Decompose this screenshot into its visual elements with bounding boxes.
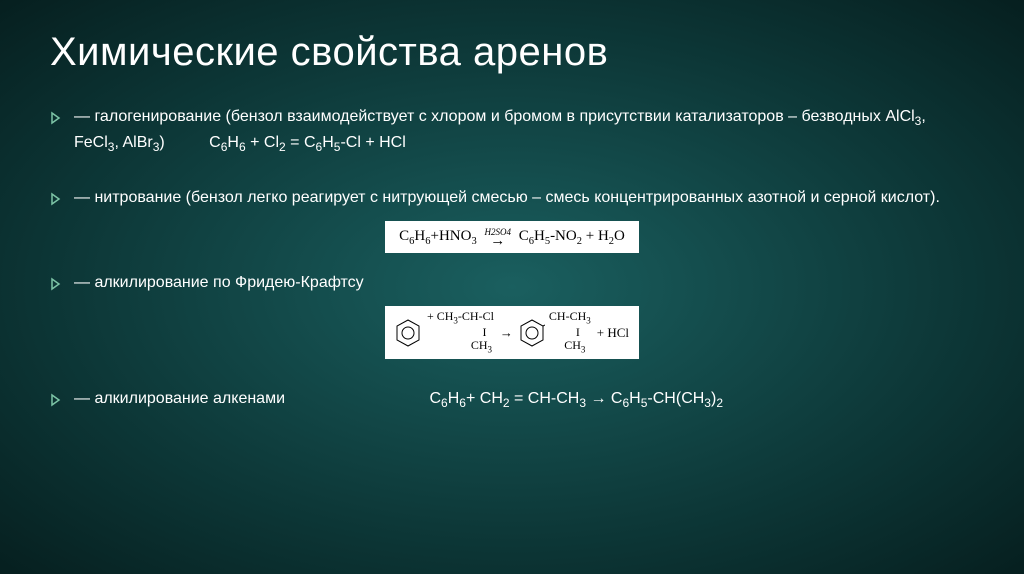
s: 2 — [279, 140, 286, 154]
friedel-crafts-equation-row: + CH3-CH-Cl I CH3 → CH-CH3 I CH3 + HCl — [50, 306, 974, 358]
halogenation-text: — галогенирование (бензол взаимодействуе… — [74, 105, 974, 156]
t: H — [414, 228, 425, 244]
t: C — [399, 228, 409, 244]
alkene-text: — алкилирование алкенами C6H6+ CH2 = CH-… — [74, 387, 974, 413]
t: -NO — [550, 228, 577, 244]
nitration-equation-box: C6H6+HNO3 H2SO4 → C6H5-NO2 + H2O — [385, 221, 639, 253]
label: — галогенирование — [74, 108, 221, 125]
t: + H — [582, 228, 609, 244]
friedel-crafts-text: — алкилирование по Фридею-Крафтсу — [74, 271, 364, 294]
reagent: + CH3-CH-Cl I CH3 — [427, 310, 494, 354]
s: 6 — [239, 140, 246, 154]
body: по Фридею-Крафтсу — [209, 274, 364, 291]
t: C — [519, 228, 529, 244]
bullet-halogenation: — галогенирование (бензол взаимодействуе… — [50, 105, 974, 156]
t: ) — [159, 134, 164, 151]
arrow: → — [490, 237, 505, 246]
arrow-icon — [50, 192, 64, 206]
benzene-ring-icon — [395, 318, 421, 348]
t: → C — [586, 390, 622, 407]
t: = C — [286, 134, 316, 151]
s: 3 — [471, 236, 476, 247]
body: (бензол легко реагирует с нитрующей смес… — [181, 189, 940, 206]
alkene-equation: C6H6+ CH2 = CH-CH3 → C6H5-CH(CH3)2 — [429, 390, 723, 407]
t: -CH(CH — [647, 390, 704, 407]
bullet-alkene-alkylation: — алкилирование алкенами C6H6+ CH2 = CH-… — [50, 387, 974, 413]
bullet-nitration: — нитрование (бензол легко реагирует с н… — [50, 186, 974, 209]
s: 3 — [488, 344, 493, 354]
t: -CH-Cl — [458, 309, 494, 323]
halogenation-equation: C6H6 + Cl2 = C6H5-Cl + HCl — [209, 134, 406, 151]
t: C — [429, 390, 441, 407]
benzene-ring-icon — [519, 318, 545, 348]
s: 6 — [459, 396, 466, 410]
hcl: + HCl — [597, 325, 629, 341]
t: +HNO — [430, 228, 471, 244]
label: — нитрование — [74, 189, 181, 206]
arrow-icon — [50, 393, 64, 407]
nitration-text: — нитрование (бензол легко реагирует с н… — [74, 186, 940, 209]
s: 6 — [441, 396, 448, 410]
bullet-friedel-crafts: — алкилирование по Фридею-Крафтсу — [50, 271, 974, 294]
t: C — [209, 134, 221, 151]
label: — алкилирование — [74, 274, 209, 291]
t: , AlBr — [114, 134, 152, 151]
s: 3 — [704, 396, 711, 410]
product: CH-CH3 I CH3 — [549, 310, 591, 354]
t: O — [614, 228, 625, 244]
body: алкенами — [209, 390, 285, 407]
t: + CH — [427, 309, 453, 323]
label: — алкилирование — [74, 390, 209, 407]
t: -Cl + HCl — [340, 134, 405, 151]
slide-title: Химические свойства аренов — [50, 30, 974, 75]
reaction-arrow: H2SO4 → — [484, 227, 511, 246]
t: H — [322, 134, 334, 151]
t: = CH-CH — [510, 390, 580, 407]
s: 3 — [581, 344, 586, 354]
t: CH — [564, 338, 581, 352]
arrow-icon — [50, 277, 64, 291]
t: + Cl — [246, 134, 279, 151]
s: 2 — [716, 396, 723, 410]
t: CH — [471, 338, 488, 352]
t: CH-CH — [549, 309, 586, 323]
friedel-crafts-equation-box: + CH3-CH-Cl I CH3 → CH-CH3 I CH3 + HCl — [385, 306, 639, 358]
arrow-icon — [50, 111, 64, 125]
s: 3 — [586, 316, 591, 326]
t: + CH — [466, 390, 503, 407]
t: H — [448, 390, 460, 407]
body: (бензол взаимодействует с хлором и бромо… — [221, 108, 915, 125]
t: H — [629, 390, 641, 407]
t: H — [534, 228, 545, 244]
s: 2 — [503, 396, 510, 410]
t: H — [227, 134, 239, 151]
arrow: → — [500, 325, 513, 340]
nitration-equation-row: C6H6+HNO3 H2SO4 → C6H5-NO2 + H2O — [50, 221, 974, 253]
